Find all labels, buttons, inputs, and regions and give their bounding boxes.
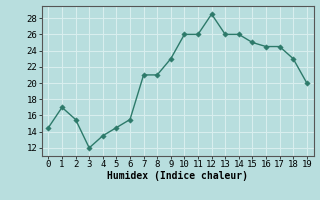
- X-axis label: Humidex (Indice chaleur): Humidex (Indice chaleur): [107, 171, 248, 181]
